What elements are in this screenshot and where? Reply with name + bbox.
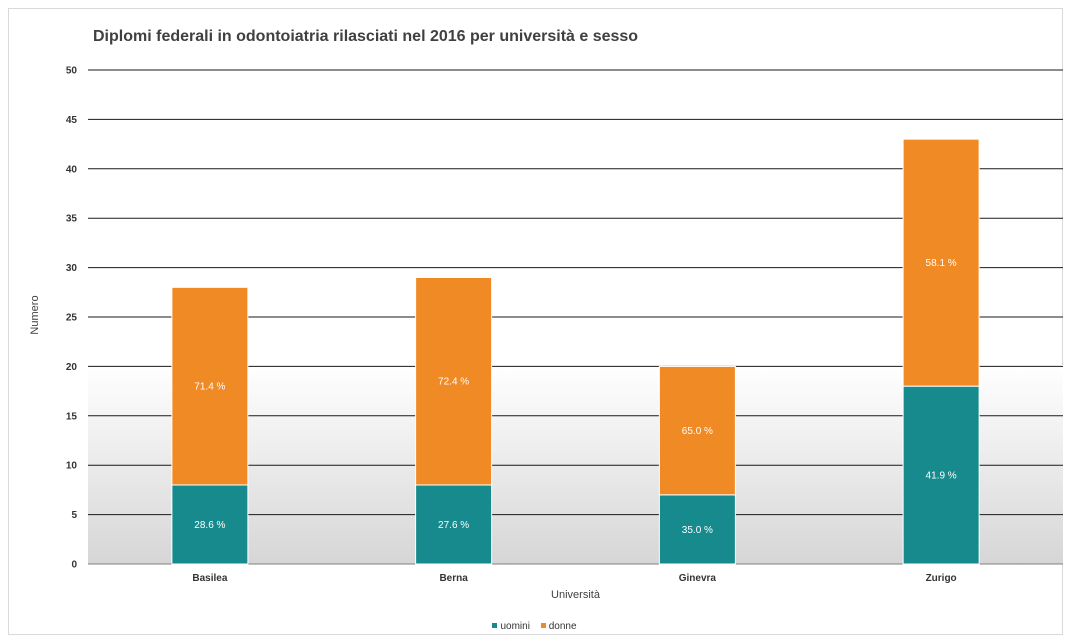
y-tick-label: 35 [66,214,78,225]
legend-swatch-uomini [492,623,498,628]
legend-swatch-donne [540,623,546,628]
chart-title: Diplomi federali in odontoiatria rilasci… [93,28,639,45]
bar-donne-berna[interactable] [415,276,493,486]
y-tick-label: 40 [66,164,78,175]
bar-donne-zurigo[interactable] [902,138,980,387]
y-axis-title: Numero [29,295,41,334]
y-tick-label: 5 [71,510,77,521]
bar-donne-ginevra[interactable] [658,365,736,496]
bar-donne-basilea[interactable] [171,286,249,486]
plot-background [88,365,1063,564]
legend-item-uomini[interactable]: uomini [492,621,530,632]
x-tick-label: Berna [439,573,468,584]
y-tick-label: 25 [66,313,78,324]
y-tick-label: 45 [66,115,78,126]
bar-uomini-zurigo[interactable] [902,385,980,565]
data-label: 35.0 % [682,525,713,536]
bar-uomini-ginevra[interactable] [658,494,736,565]
data-label: 72.4 % [438,377,469,388]
y-tick-label: 10 [66,461,78,472]
x-tick-label: Basilea [192,573,227,584]
y-tick-label: 30 [66,263,78,274]
x-tick-label: Ginevra [679,573,717,584]
legend-label-uomini: uomini [500,621,530,632]
data-label: 27.6 % [438,520,469,531]
bar-uomini-berna[interactable] [415,484,493,565]
bar-uomini-basilea[interactable] [171,484,249,565]
legend-item-donne[interactable]: donne [540,621,577,632]
y-tick-label: 0 [71,560,77,571]
y-tick-label: 15 [66,411,78,422]
data-label: 71.4 % [194,382,225,393]
data-label: 65.0 % [682,426,713,437]
x-axis-title: Università [551,589,601,601]
data-label: 41.9 % [926,471,957,482]
legend-label-donne: donne [548,621,577,632]
data-label: 28.6 % [194,520,225,531]
x-tick-label: Zurigo [926,573,957,584]
data-label: 58.1 % [926,258,957,269]
y-tick-label: 50 [66,66,78,77]
y-tick-label: 20 [66,362,78,373]
legend: uomini donne [0,621,1069,632]
